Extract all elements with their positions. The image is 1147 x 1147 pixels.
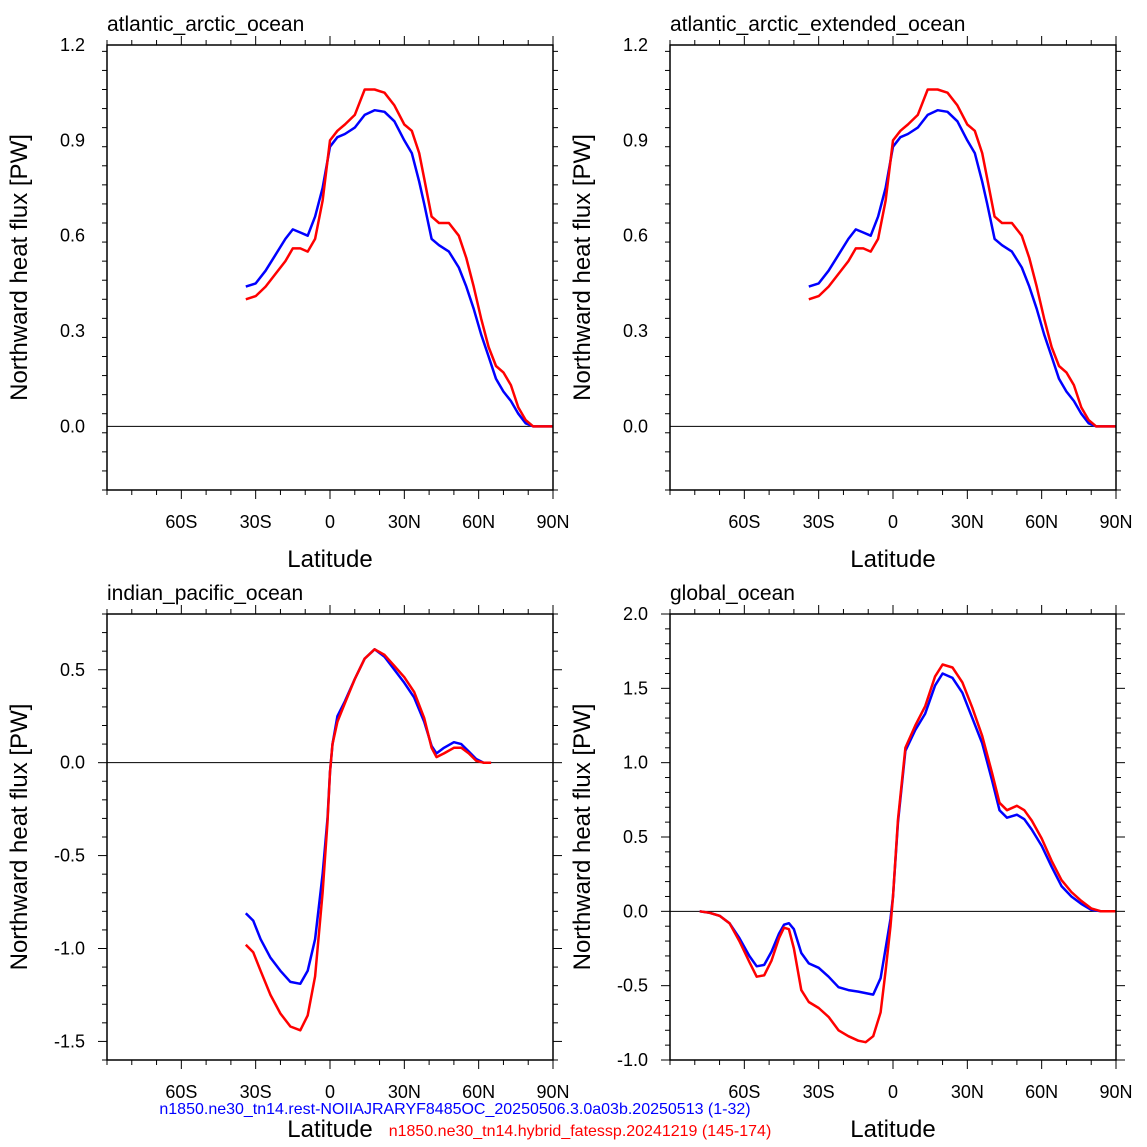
- x-axis-label: Latitude: [287, 546, 372, 573]
- x-tick-label: 0: [888, 512, 898, 532]
- y-axis-label: Northward heat flux [PW]: [6, 704, 33, 971]
- x-tick-label: 60N: [462, 1082, 495, 1102]
- chart-panel-2: atlantic_arctic_extended_ocean 60S 30S 0 30N…: [569, 13, 1133, 573]
- y-tick-label: 0.6: [623, 226, 648, 246]
- chart-panel-3: indian_pacific_ocean 60S 30S 0 30N 60N 90N -1.5…: [6, 582, 570, 1143]
- plot-frame: [669, 613, 1117, 1061]
- series-line-red: [808, 88, 1116, 428]
- series-line-blue: [808, 108, 1116, 428]
- x-tick-label: 60N: [462, 512, 495, 532]
- series-line-blue: [244, 648, 492, 986]
- legend-entry-blue: n1850.ne30_tn14.rest-NOIIAJRARYF8485OC_2…: [159, 1101, 751, 1118]
- x-tick-label: 30N: [951, 512, 984, 532]
- y-tick-label: 0.0: [623, 901, 648, 921]
- y-tick-label: 0.9: [60, 130, 85, 150]
- plot-frame: [669, 44, 1117, 491]
- y-tick-label: 1.5: [623, 678, 648, 698]
- x-tick-label: 90N: [1099, 512, 1132, 532]
- plot-frame: [106, 613, 554, 1061]
- plot-frame: [106, 44, 554, 491]
- y-tick-label: -1.5: [54, 1031, 85, 1051]
- x-tick-label: 90N: [536, 512, 569, 532]
- panel-title: indian_pacific_ocean: [107, 582, 303, 605]
- y-axis-label: Northward heat flux [PW]: [569, 704, 596, 971]
- x-tick-label: 30N: [388, 1082, 421, 1102]
- x-axis-label: Latitude: [850, 546, 935, 573]
- x-tick-label: 30S: [240, 512, 272, 532]
- y-axis-label: Northward heat flux [PW]: [6, 134, 33, 401]
- y-tick-label: 1.0: [623, 753, 648, 773]
- y-tick-label: 0.6: [60, 226, 85, 246]
- y-tick-label: -1.0: [617, 1050, 648, 1070]
- series-line-red: [699, 663, 1116, 1044]
- y-axis-label: Northward heat flux [PW]: [569, 134, 596, 401]
- legend-entry-red: n1850.ne30_tn14.hybrid_fatessp.20241219 …: [388, 1123, 772, 1140]
- y-tick-label: 2.0: [623, 604, 648, 624]
- x-tick-label: 30S: [803, 1082, 835, 1102]
- panel-title: global_ocean: [670, 582, 795, 605]
- x-tick-label: 60N: [1025, 1082, 1058, 1102]
- y-tick-label: 0.0: [60, 416, 85, 436]
- series-line-blue: [245, 108, 553, 428]
- y-tick-label: 0.5: [623, 827, 648, 847]
- y-tick-label: 0.9: [623, 130, 648, 150]
- x-tick-label: 30S: [240, 1082, 272, 1102]
- y-tick-label: 0.3: [623, 321, 648, 341]
- x-axis-label: Latitude: [287, 1116, 372, 1143]
- panel-title: atlantic_arctic_extended_ocean: [670, 13, 965, 36]
- x-tick-label: 60S: [165, 512, 197, 532]
- y-tick-label: -1.0: [54, 939, 85, 959]
- x-tick-label: 0: [325, 512, 335, 532]
- y-tick-label: -0.5: [54, 846, 85, 866]
- x-tick-label: 60S: [728, 1082, 760, 1102]
- panel-title: atlantic_arctic_ocean: [107, 13, 304, 36]
- y-tick-label: -0.5: [617, 976, 648, 996]
- x-tick-label: 0: [888, 1082, 898, 1102]
- chart-panel-1: atlantic_arctic_ocean 60S 30S 0 30N 60N 90N 0.0…: [6, 13, 570, 573]
- chart-panel-4: global_ocean 60S 30S 0 30N 60N 90N -1.0 -0.5 0.0 0…: [569, 582, 1133, 1143]
- x-tick-label: 60S: [728, 512, 760, 532]
- series-line-red: [245, 88, 553, 428]
- x-tick-label: 30S: [803, 512, 835, 532]
- y-tick-label: 0.5: [60, 660, 85, 680]
- y-tick-label: 1.2: [60, 35, 85, 55]
- y-tick-label: 0.0: [623, 416, 648, 436]
- series-line-blue: [699, 672, 1116, 996]
- x-tick-label: 0: [325, 1082, 335, 1102]
- x-tick-label: 30N: [951, 1082, 984, 1102]
- x-axis-label: Latitude: [850, 1116, 935, 1143]
- y-tick-label: 0.3: [60, 321, 85, 341]
- x-tick-label: 60N: [1025, 512, 1058, 532]
- x-tick-label: 90N: [1099, 1082, 1132, 1102]
- y-tick-label: 0.0: [60, 753, 85, 773]
- y-tick-label: 1.2: [623, 35, 648, 55]
- x-tick-label: 90N: [536, 1082, 569, 1102]
- x-tick-label: 60S: [165, 1082, 197, 1102]
- series-line-red: [244, 648, 492, 1032]
- x-tick-label: 30N: [388, 512, 421, 532]
